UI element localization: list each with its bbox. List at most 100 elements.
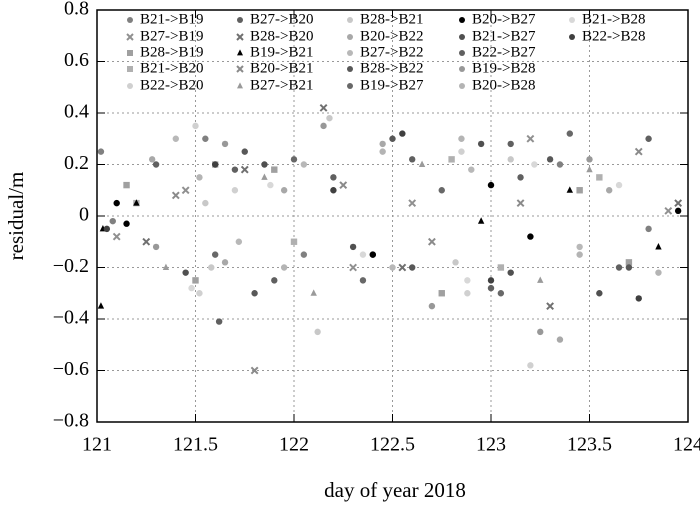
point <box>586 156 593 163</box>
point <box>464 290 471 297</box>
y-tick-label: −0.2 <box>53 255 89 277</box>
point <box>418 160 426 168</box>
y-tick-label: 0.6 <box>64 49 89 71</box>
point <box>152 243 160 251</box>
legend-label: B21->B20 <box>140 60 203 76</box>
point <box>300 161 308 168</box>
legend-marker <box>127 83 133 89</box>
point <box>497 264 505 271</box>
point <box>389 135 396 142</box>
legend-marker <box>237 82 243 89</box>
legend-marker <box>459 66 465 72</box>
y-tick-label: 0.4 <box>64 101 89 123</box>
point <box>408 199 417 208</box>
point <box>576 243 583 251</box>
point <box>133 199 140 206</box>
point <box>464 277 471 284</box>
point <box>448 156 455 163</box>
x-tick-label: 124 <box>673 434 700 456</box>
point <box>181 186 190 195</box>
point <box>172 135 179 142</box>
point <box>148 156 156 163</box>
point <box>596 290 603 297</box>
legend-marker <box>347 50 353 56</box>
legend-marker <box>126 33 134 41</box>
point <box>215 318 223 325</box>
legend-label: B28->B19 <box>140 44 203 60</box>
point <box>231 166 239 173</box>
point <box>251 290 258 297</box>
legend: B21->B19B27->B19B28->B19B21->B20B22->B20… <box>126 11 645 93</box>
legend-marker <box>237 17 243 23</box>
legend-marker <box>237 49 243 56</box>
point <box>267 181 274 189</box>
point <box>517 174 524 181</box>
legend-marker <box>127 17 133 23</box>
point <box>438 187 445 194</box>
legend-label: B28->B21 <box>360 11 423 27</box>
legend-label: B20->B28 <box>472 77 535 93</box>
point <box>438 290 445 297</box>
point <box>196 174 203 181</box>
x-tick-label: 121 <box>82 434 112 456</box>
point <box>576 187 583 194</box>
legend-marker <box>236 33 244 41</box>
point <box>664 206 673 215</box>
point <box>261 173 268 180</box>
point <box>319 103 328 112</box>
point <box>409 156 416 163</box>
point <box>97 302 105 309</box>
point <box>171 191 180 200</box>
legend-label: B21->B27 <box>472 28 536 44</box>
x-tick-label: 121.5 <box>173 434 218 456</box>
point <box>280 264 288 271</box>
point <box>546 302 555 311</box>
point <box>196 290 203 297</box>
point <box>537 328 544 336</box>
point <box>566 130 573 137</box>
y-tick-label: −0.8 <box>53 410 89 432</box>
point <box>221 259 229 266</box>
legend-marker <box>127 50 133 56</box>
point <box>379 140 386 148</box>
point <box>674 207 682 215</box>
point <box>192 277 199 284</box>
point <box>369 251 376 258</box>
point <box>314 328 321 336</box>
point <box>97 148 105 155</box>
legend-marker <box>569 17 575 23</box>
point <box>596 174 603 181</box>
point <box>556 161 564 168</box>
point <box>507 269 514 276</box>
legend-label: B21->B19 <box>140 11 203 27</box>
point <box>208 264 215 271</box>
point <box>379 148 386 155</box>
y-tick-label: −0.4 <box>53 307 89 329</box>
point <box>427 237 436 246</box>
point <box>566 186 573 193</box>
point <box>389 264 396 271</box>
point <box>655 243 662 250</box>
point <box>477 217 485 224</box>
point <box>221 140 229 148</box>
point <box>452 259 459 266</box>
legend-label: B19->B28 <box>472 60 535 76</box>
point <box>231 187 239 194</box>
point <box>192 122 199 130</box>
point <box>349 243 357 251</box>
point <box>123 220 130 227</box>
legend-label: B28->B20 <box>250 28 313 44</box>
legend-marker <box>347 17 353 23</box>
point <box>112 232 121 241</box>
points <box>97 103 683 375</box>
point <box>240 165 249 174</box>
point <box>468 166 475 173</box>
point <box>606 187 613 194</box>
x-tick-label: 123 <box>476 434 506 456</box>
point <box>212 251 219 258</box>
point <box>409 264 416 271</box>
point <box>487 181 495 189</box>
point <box>250 366 259 375</box>
point <box>615 264 623 271</box>
point <box>310 289 317 296</box>
